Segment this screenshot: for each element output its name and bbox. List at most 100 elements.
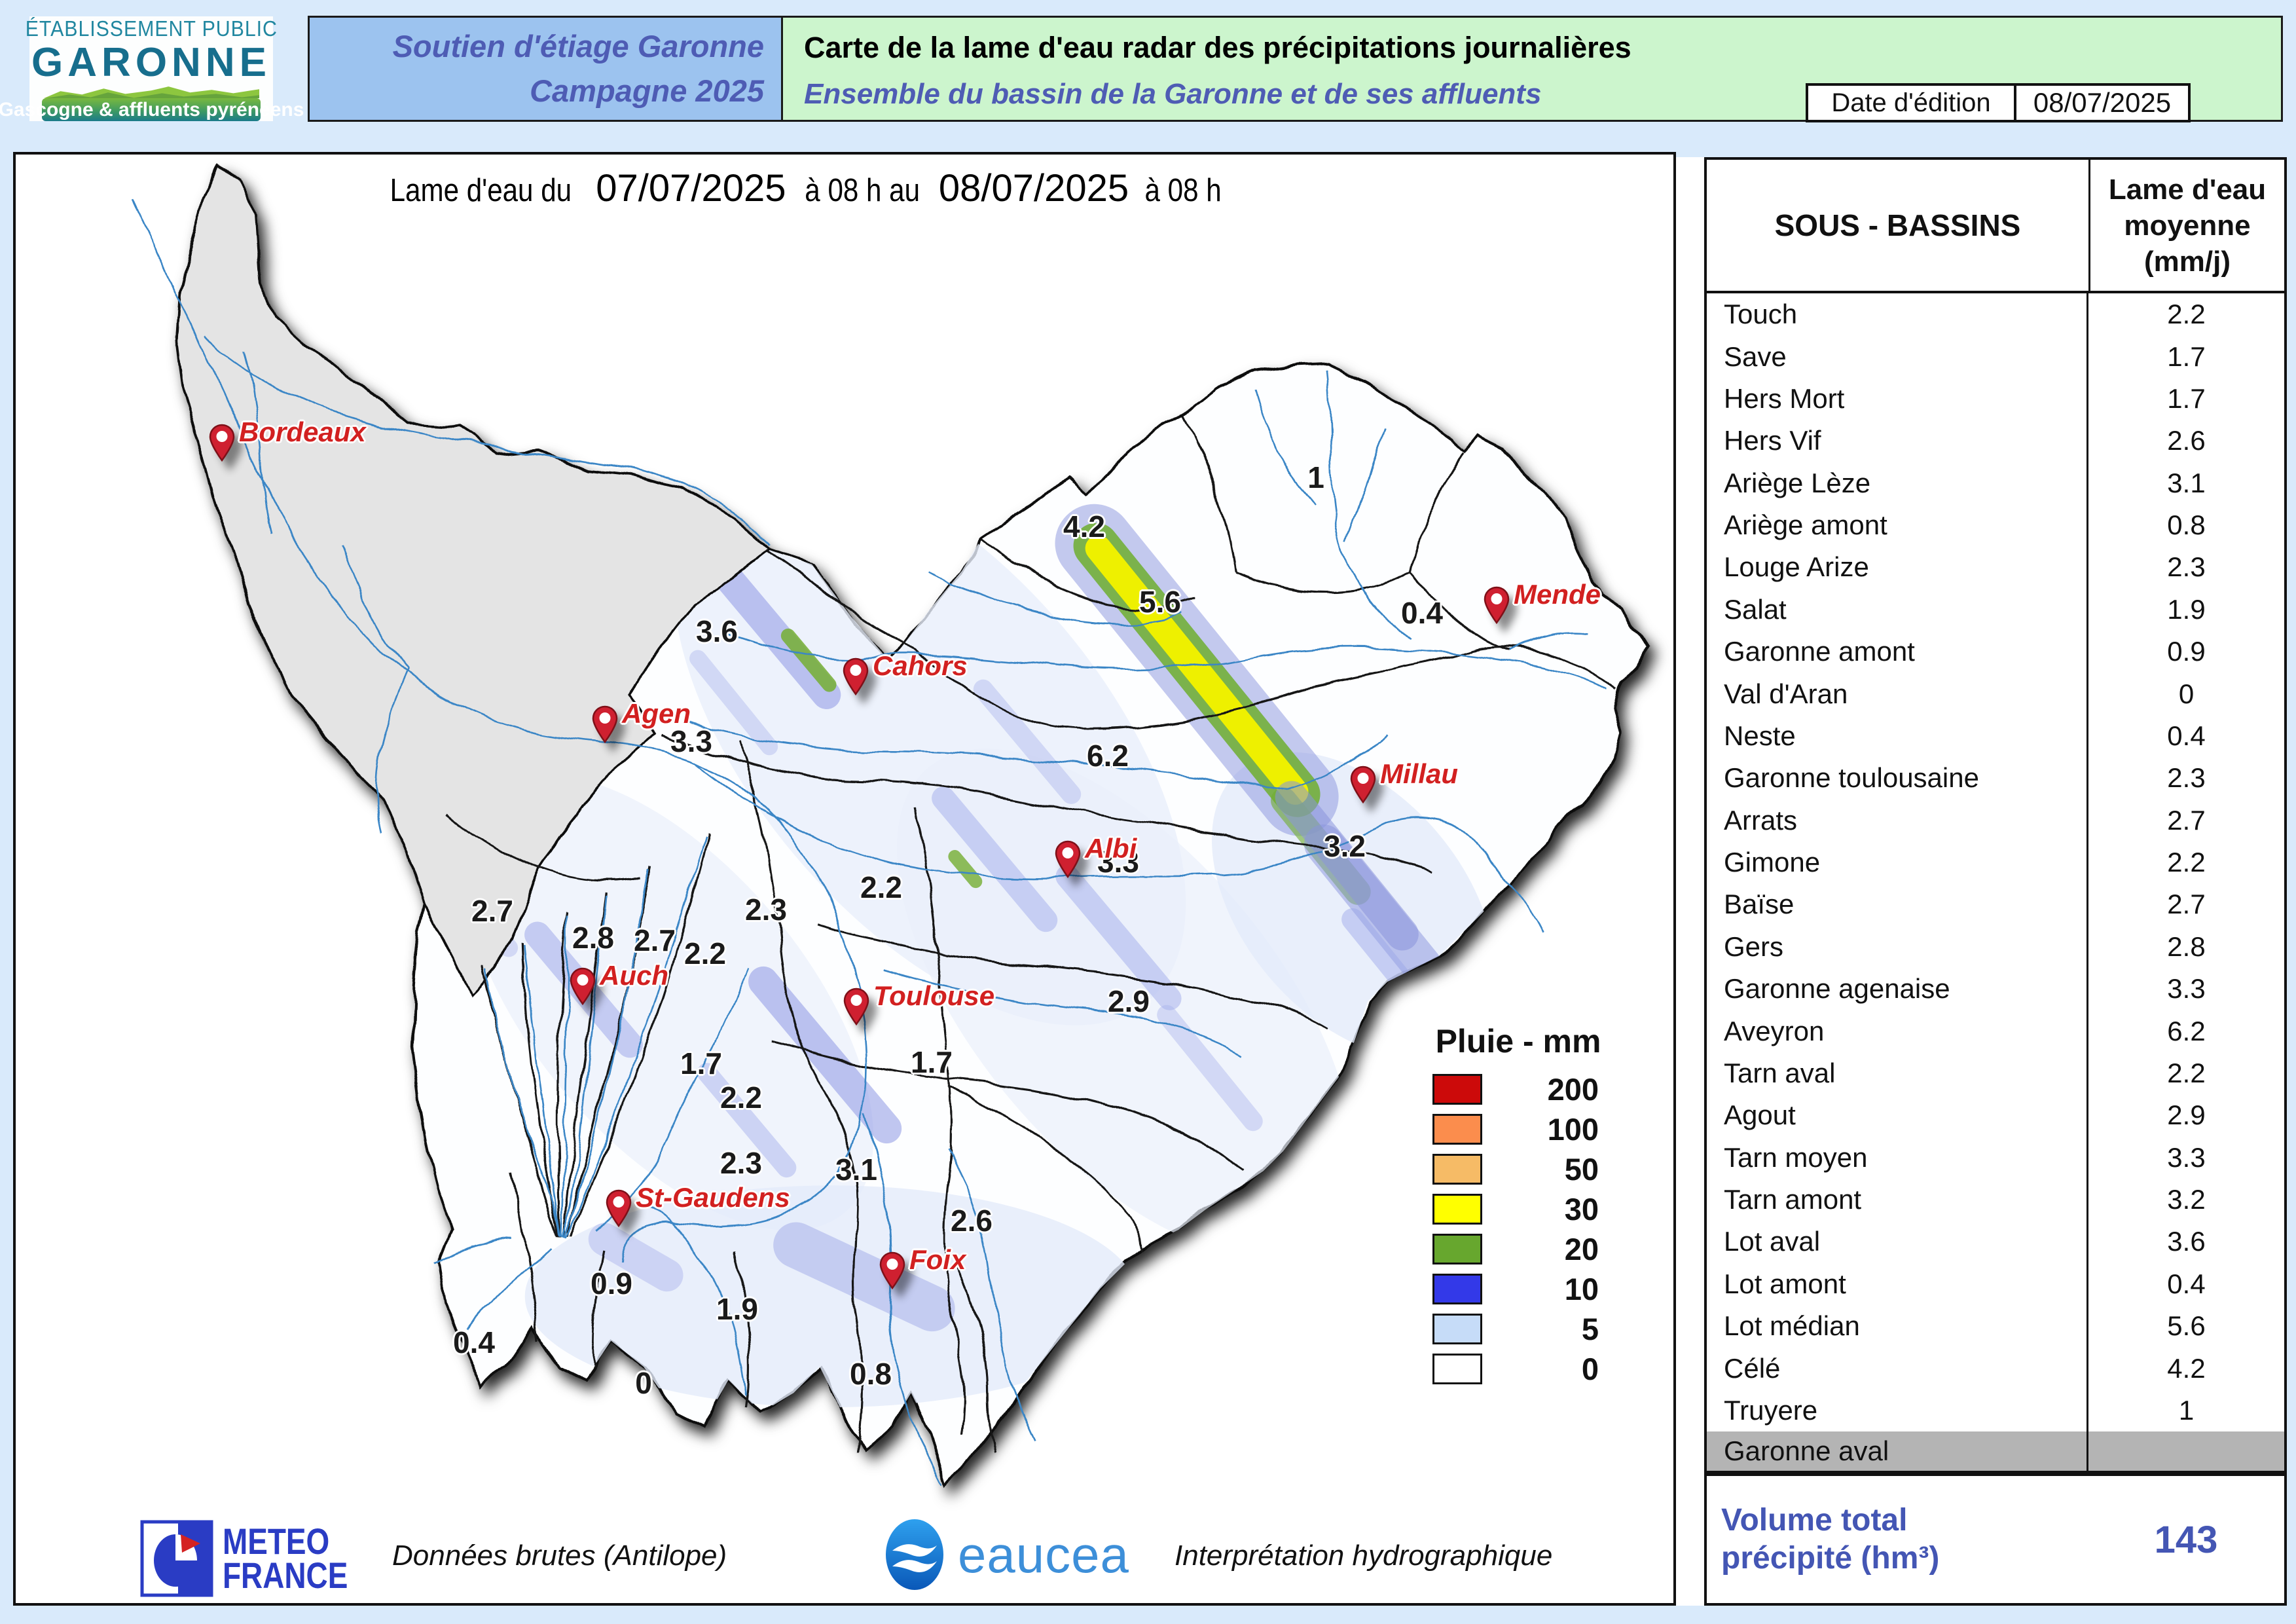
meteo-france-line1: METEO bbox=[223, 1521, 330, 1562]
table-row: Célé 4.2 bbox=[1707, 1347, 2284, 1390]
map-title-suffix: à 08 h bbox=[1144, 173, 1222, 208]
legend-label: 20 bbox=[1564, 1232, 1599, 1266]
city-label-foix: Foix bbox=[909, 1244, 966, 1275]
basin-name: Lot aval bbox=[1707, 1221, 2088, 1263]
basin-value: 2.9 bbox=[2167, 1099, 2206, 1131]
basin-value: 2.7 bbox=[2167, 804, 2206, 836]
table-row: Ariège amont 0.8 bbox=[1707, 504, 2284, 547]
basin-value: 3.1 bbox=[2167, 467, 2206, 498]
table-row: Tarn moyen 3.3 bbox=[1707, 1136, 2284, 1179]
legend-entry: 50 bbox=[1423, 1149, 1613, 1189]
legend-entry: 5 bbox=[1423, 1309, 1613, 1349]
city-pin-bordeaux bbox=[208, 423, 236, 464]
basin-value-label: 0.8 bbox=[850, 1357, 892, 1391]
map-title: Lame d'eau du 07/07/2025 à 08 h au 08/07… bbox=[212, 166, 1391, 210]
city-pin-millau bbox=[1349, 765, 1377, 805]
legend-swatch bbox=[1432, 1314, 1482, 1344]
basin-name: Gers bbox=[1707, 925, 2088, 968]
basin-value-label: 3.3 bbox=[670, 724, 712, 758]
org-logo-line2: GARONNE bbox=[31, 40, 271, 85]
table-row: Garonne agenaise 3.3 bbox=[1707, 968, 2284, 1010]
table-row: Lot médian 5.6 bbox=[1707, 1305, 2284, 1348]
legend-label: 100 bbox=[1547, 1112, 1599, 1147]
river-network bbox=[132, 200, 1609, 1486]
table-row: Val d'Aran 0 bbox=[1707, 673, 2284, 715]
basin-name: Tarn moyen bbox=[1707, 1136, 2088, 1179]
table-row: Neste 0.4 bbox=[1707, 714, 2284, 758]
city-pin-st-gaudens bbox=[604, 1189, 633, 1229]
city-label-albi: Albi bbox=[1085, 833, 1137, 864]
legend-swatch bbox=[1432, 1114, 1482, 1145]
org-logo: ÉTABLISSEMENT PUBLIC GARONNE Gascogne & … bbox=[0, 16, 304, 121]
basin-name: Arrats bbox=[1707, 799, 2088, 841]
legend-label: 200 bbox=[1547, 1072, 1599, 1107]
map-title-date-start: 07/07/2025 bbox=[596, 167, 786, 210]
basin-name: Garonne agenaise bbox=[1707, 968, 2088, 1010]
basin-value-label: 2.2 bbox=[860, 870, 902, 904]
edition-date-value: 08/07/2025 bbox=[2016, 83, 2191, 122]
basin-value: 2.2 bbox=[2167, 299, 2206, 330]
basin-name: Baïse bbox=[1707, 883, 2088, 926]
basin-name: Ariège amont bbox=[1707, 504, 2088, 547]
basin-value: 1.7 bbox=[2167, 382, 2206, 414]
legend-swatch bbox=[1432, 1154, 1482, 1185]
table-row: Aveyron 6.2 bbox=[1707, 1010, 2284, 1052]
basin-name: Garonne toulousaine bbox=[1707, 757, 2088, 800]
basin-name: Louge Arize bbox=[1707, 546, 2088, 589]
basin-value-label: 0.4 bbox=[453, 1325, 495, 1359]
volume-total-label: Volume total précipité (hm³) bbox=[1721, 1503, 1940, 1576]
basin-value-label: 4.2 bbox=[1063, 509, 1105, 544]
table-header: SOUS - BASSINS Lame d'eau moyenne (mm/j) bbox=[1707, 160, 2284, 293]
basin-map bbox=[132, 162, 1650, 1488]
basin-value: 1.7 bbox=[2167, 341, 2206, 372]
interpretation-credit: Interprétation hydrographique bbox=[1175, 1540, 1553, 1572]
city-label-bordeaux: Bordeaux bbox=[239, 416, 366, 447]
basin-value-label: 3.6 bbox=[696, 614, 738, 648]
legend-entry: 20 bbox=[1423, 1229, 1613, 1269]
city-pin-mende bbox=[1482, 585, 1511, 626]
basin-name: Hers Mort bbox=[1707, 377, 2088, 420]
page-title: Carte de la lame d'eau radar des précipi… bbox=[804, 31, 1631, 64]
volume-total-box: Volume total précipité (hm³) 143 bbox=[1704, 1473, 2287, 1606]
table-header-basins: SOUS - BASSINS bbox=[1707, 160, 2090, 291]
table-row: Arrats 2.7 bbox=[1707, 799, 2284, 841]
map-title-mid: à 08 h au bbox=[805, 173, 920, 208]
basin-value: 2.7 bbox=[2167, 889, 2206, 920]
basin-value-label: 6.2 bbox=[1087, 739, 1129, 773]
eaucea-wordmark: eaucea bbox=[958, 1525, 1129, 1583]
basin-name: Lot médian bbox=[1707, 1305, 2088, 1348]
table-row: Louge Arize 2.3 bbox=[1707, 546, 2284, 589]
city-pin-foix bbox=[878, 1251, 907, 1291]
basin-value-label: 2.2 bbox=[684, 936, 726, 970]
edition-date-label: Date d'édition bbox=[1806, 83, 2016, 122]
table-row: Touch 2.2 bbox=[1707, 293, 2284, 336]
basin-value: 1 bbox=[2178, 1394, 2195, 1426]
basin-value-label: 0.4 bbox=[1401, 596, 1443, 630]
city-pin-auch bbox=[568, 967, 597, 1007]
page-subtitle: Ensemble du bassin de la Garonne et de s… bbox=[804, 78, 1542, 110]
basin-value: 1.9 bbox=[2167, 593, 2206, 625]
basin-name: Garonne amont bbox=[1707, 631, 2088, 673]
city-label-agen: Agen bbox=[622, 698, 691, 729]
basin-name: Val d'Aran bbox=[1707, 673, 2088, 715]
legend-entry: 100 bbox=[1423, 1109, 1613, 1149]
basin-value-label: 1.7 bbox=[680, 1046, 722, 1080]
city-label-auch: Auch bbox=[600, 960, 668, 991]
meteo-france-logo: METEO FRANCE bbox=[140, 1520, 375, 1597]
special-row-name: Garonne aval bbox=[1707, 1431, 2088, 1471]
city-pin-cahors bbox=[841, 657, 870, 697]
basin-name: Gimone bbox=[1707, 841, 2088, 884]
legend-swatch bbox=[1432, 1234, 1482, 1264]
legend-swatch bbox=[1432, 1274, 1482, 1304]
eaucea-icon bbox=[886, 1519, 943, 1590]
basin-value: 4.2 bbox=[2167, 1352, 2206, 1384]
meteo-france-line2: FRANCE bbox=[223, 1555, 348, 1596]
basin-value-label: 0.9 bbox=[591, 1266, 632, 1301]
legend-swatch bbox=[1432, 1074, 1482, 1105]
map-panel: Lame d'eau du 07/07/2025 à 08 h au 08/07… bbox=[13, 152, 1676, 1606]
city-label-millau: Millau bbox=[1380, 758, 1459, 789]
city-pin-agen bbox=[591, 705, 619, 745]
table-header-lame: Lame d'eau moyenne (mm/j) bbox=[2108, 173, 2267, 278]
table-row: Lot aval 3.6 bbox=[1707, 1221, 2284, 1263]
basin-value: 2.2 bbox=[2167, 1057, 2206, 1088]
